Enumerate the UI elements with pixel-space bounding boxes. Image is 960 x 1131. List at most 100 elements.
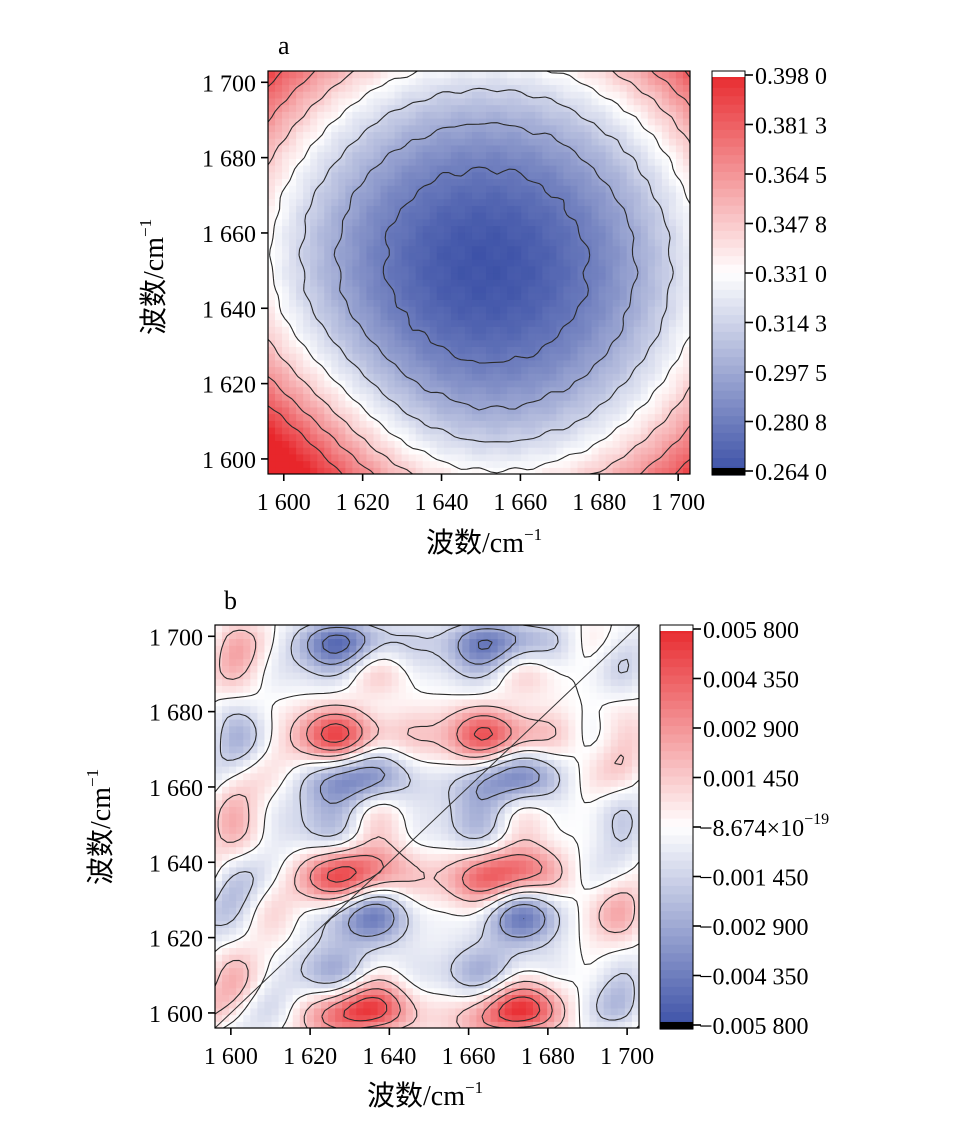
heatmap-a-cell — [436, 104, 445, 112]
heatmap-a-cell — [647, 299, 656, 307]
heatmap-a-cell — [457, 144, 466, 153]
heatmap-a-cell — [633, 218, 642, 227]
heatmap-a-cell — [633, 467, 642, 474]
heatmap-a-cell — [493, 171, 501, 180]
heatmap-a-cell — [654, 285, 663, 294]
heatmap-a-cell — [471, 373, 480, 381]
heatmap-a-cell — [549, 332, 557, 341]
heatmap-b-cell — [278, 631, 287, 640]
heatmap-a-cell — [296, 353, 304, 361]
heatmap-a-cell — [387, 252, 396, 260]
heatmap-a-cell — [443, 77, 452, 86]
heatmap-b-cell — [229, 839, 237, 848]
heatmap-a-cell — [633, 185, 642, 193]
heatmap-b-cell — [363, 974, 372, 982]
heatmap-a-cell — [408, 272, 417, 280]
heatmap-b-cell — [222, 685, 230, 693]
heatmap-a-cell — [345, 272, 353, 280]
heatmap-a-cell — [268, 285, 276, 294]
heatmap-a-cell — [303, 353, 311, 361]
heatmap-b-cell — [335, 974, 343, 982]
heatmap-a-cell — [668, 306, 677, 314]
heatmap-a-cell — [296, 433, 304, 442]
heatmap-a-cell — [619, 191, 628, 200]
heatmap-a-cell — [373, 158, 382, 166]
heatmap-b-cell — [342, 886, 350, 895]
heatmap-a-cell — [268, 178, 276, 186]
heatmap-b-cell — [243, 833, 251, 841]
heatmap-b-cell — [243, 954, 251, 962]
heatmap-a-cell — [401, 185, 410, 193]
heatmap-b-cell — [321, 698, 329, 707]
heatmap-a-cell — [591, 111, 600, 119]
heatmap-a-cell — [268, 218, 276, 227]
heatmap-a-cell — [535, 104, 543, 112]
heatmap-a-cell — [479, 238, 487, 247]
heatmap-a-cell — [493, 420, 501, 428]
heatmap-a-cell — [577, 306, 586, 314]
heatmap-a-cell — [584, 165, 593, 173]
heatmap-b-cell — [342, 792, 350, 801]
heatmap-a-cell — [345, 165, 353, 173]
heatmap-a-cell — [661, 299, 670, 307]
heatmap-b-cell — [299, 739, 308, 747]
heatmap-a-cell — [514, 453, 522, 462]
heatmap-b-cell — [243, 1001, 251, 1009]
colorbar-a-swatch — [712, 315, 745, 325]
heatmap-a-cell — [570, 467, 579, 474]
heatmap-a-cell — [415, 420, 424, 428]
heatmap-b-cell — [335, 860, 343, 868]
heatmap-b-cell — [363, 933, 372, 942]
heatmap-a-cell — [661, 84, 670, 92]
heatmap-b-cell — [335, 819, 343, 828]
heatmap-a-cell — [500, 165, 508, 173]
heatmap-a-cell — [682, 238, 690, 247]
heatmap-a-cell — [352, 138, 361, 146]
heatmap-a-cell — [479, 279, 487, 287]
heatmap-b-cell — [299, 826, 308, 834]
heatmap-a-cell — [303, 339, 311, 347]
heatmap-b-cell — [285, 786, 294, 794]
heatmap-a-cell — [380, 406, 389, 415]
heatmap-a-cell — [443, 359, 452, 368]
heatmap-b-cell — [257, 893, 266, 901]
heatmap-a-cell — [387, 319, 396, 327]
heatmap-a-cell — [422, 440, 431, 448]
heatmap-a-cell — [591, 373, 600, 381]
heatmap-a-cell — [380, 218, 389, 227]
heatmap-a-cell — [464, 158, 473, 166]
heatmap-a-cell — [682, 279, 690, 287]
heatmap-b-cell — [215, 806, 223, 814]
heatmap-a-cell — [612, 460, 621, 468]
heatmap-a-cell — [289, 460, 297, 468]
heatmap-b-cell — [271, 772, 280, 781]
heatmap-a-cell — [661, 413, 670, 421]
heatmap-a-cell — [443, 373, 452, 381]
heatmap-a-cell — [275, 118, 283, 126]
heatmap-a-cell — [429, 379, 438, 388]
heatmap-a-cell — [324, 191, 332, 200]
heatmap-a-cell — [675, 91, 684, 99]
heatmap-a-cell — [556, 467, 564, 474]
heatmap-b-cell — [236, 786, 244, 794]
heatmap-b-cell — [229, 833, 237, 841]
heatmap-b-cell — [356, 799, 364, 807]
heatmap-a-cell — [486, 77, 494, 86]
heatmap-a-cell — [556, 299, 564, 307]
heatmap-b-cell — [306, 940, 315, 948]
heatmap-a-cell — [366, 124, 375, 133]
heatmap-a-cell — [401, 118, 410, 126]
heatmap-b-cell — [306, 625, 315, 633]
heatmap-a-cell — [324, 326, 332, 334]
heatmap-a-cell — [661, 198, 670, 206]
heatmap-a-cell — [296, 299, 304, 307]
heatmap-a-cell — [619, 400, 628, 408]
heatmap-a-cell — [464, 312, 473, 321]
heatmap-a-cell — [619, 332, 628, 341]
heatmap-b-cell — [215, 853, 223, 861]
heatmap-b-cell — [257, 665, 266, 673]
heatmap-b-cell — [335, 940, 343, 948]
heatmap-b-cell — [321, 819, 329, 828]
heatmap-b-cell — [278, 933, 287, 942]
heatmap-a-cell — [373, 138, 382, 146]
